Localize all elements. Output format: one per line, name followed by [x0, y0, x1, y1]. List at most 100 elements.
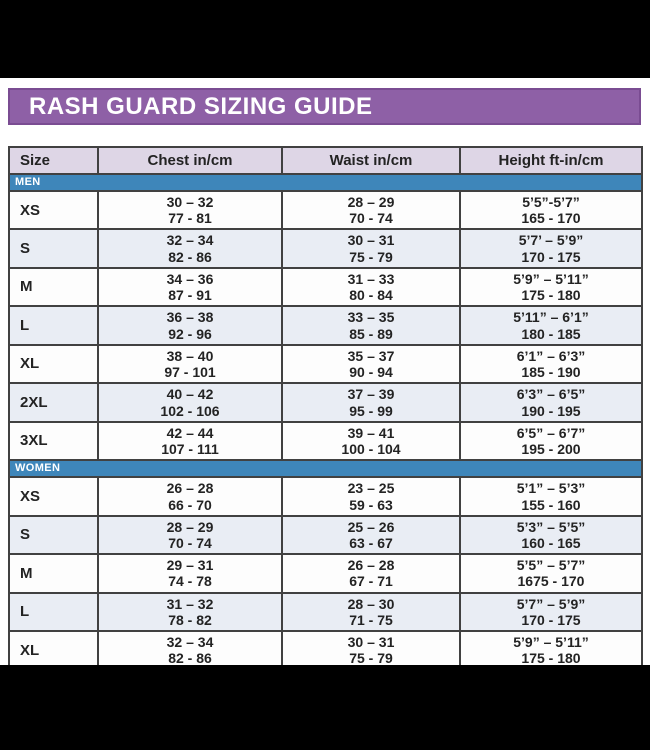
waist-cm: 85 - 89	[349, 325, 393, 342]
height-cell: 5’7’ – 5’9” 170 - 175	[459, 228, 643, 269]
chest-in: 29 – 31	[166, 557, 214, 574]
chest-cell: 42 – 44 107 - 111	[97, 420, 283, 462]
chest-cm: 107 - 111	[161, 441, 219, 458]
column-header-height: Height ft-in/cm	[459, 146, 643, 175]
height-ftin: 6’5” – 6’7”	[516, 424, 586, 441]
waist-cell: 37 – 39 95 - 99	[281, 382, 461, 423]
waist-cm: 67 - 71	[349, 573, 393, 590]
height-ftin: 5’11” – 6’1”	[513, 309, 589, 326]
height-cm: 195 - 200	[521, 441, 581, 458]
height-cm: 190 - 195	[521, 402, 581, 419]
height-cm: 1675 - 170	[517, 573, 585, 590]
chest-cell: 32 – 34 82 - 86	[97, 228, 283, 269]
height-cell: 6’1” – 6’3” 185 - 190	[459, 343, 643, 385]
waist-in: 26 – 28	[347, 557, 395, 574]
waist-cell: 30 – 31 75 - 79	[281, 630, 461, 671]
table-row: XS 26 – 28 66 - 70 23 – 25 59 - 63 5’1” – …	[8, 476, 643, 517]
waist-cm: 70 - 74	[349, 210, 393, 227]
waist-in: 39 – 41	[347, 424, 395, 441]
table-row: XL 32 – 34 82 - 86 30 – 31 75 - 79 5’9” – …	[8, 630, 643, 671]
chest-in: 40 – 42	[166, 386, 214, 403]
table-row: L 36 – 38 92 - 96 33 – 35 85 - 89 5’11” – …	[8, 305, 643, 346]
chest-in: 31 – 32	[166, 595, 214, 612]
chest-cm: 97 - 101	[164, 364, 216, 381]
size-cell: L	[8, 591, 99, 633]
table-row: S 32 – 34 82 - 86 30 – 31 75 - 79 5’7’ – 5…	[8, 228, 643, 269]
waist-cell: 39 – 41 100 - 104	[281, 420, 461, 462]
chest-in: 28 – 29	[166, 518, 214, 535]
height-cm: 185 - 190	[521, 364, 581, 381]
chest-cm: 78 - 82	[168, 611, 212, 628]
column-header-waist: Waist in/cm	[281, 146, 461, 175]
waist-cell: 33 – 35 85 - 89	[281, 305, 461, 346]
waist-in: 30 – 31	[347, 634, 395, 651]
chest-in: 30 – 32	[166, 194, 214, 210]
height-cell: 5’5” – 5’7” 1675 - 170	[459, 553, 643, 594]
waist-in: 23 – 25	[347, 480, 395, 497]
title-banner: RASH GUARD SIZING GUIDE	[8, 88, 641, 125]
table-row: M 29 – 31 74 - 78 26 – 28 67 - 71 5’5” – 5…	[8, 553, 643, 594]
waist-in: 37 – 39	[347, 386, 395, 403]
chest-cell: 34 – 36 87 - 91	[97, 266, 283, 308]
table-row: M 34 – 36 87 - 91 31 – 33 80 - 84 5’9” – 5…	[8, 266, 643, 308]
waist-in: 33 – 35	[347, 309, 395, 326]
chest-cm: 82 - 86	[168, 248, 212, 265]
section-bar-men: MEN	[8, 173, 643, 192]
chest-cell: 32 – 34 82 - 86	[97, 630, 283, 671]
table-row: XL 38 – 40 97 - 101 35 – 37 90 - 94 6’1” –…	[8, 343, 643, 385]
height-cm: 170 - 175	[521, 611, 581, 628]
size-cell: S	[8, 514, 99, 556]
chest-in: 32 – 34	[166, 232, 214, 249]
size-cell: XS	[8, 189, 99, 231]
table-row: L 31 – 32 78 - 82 28 – 30 71 - 75 5’7” – 5…	[8, 591, 643, 633]
waist-cell: 25 – 26 63 - 67	[281, 514, 461, 556]
height-cell: 5’5”-5’7” 165 - 170	[459, 189, 643, 231]
table-row: S 28 – 29 70 - 74 25 – 26 63 - 67 5’3” – 5…	[8, 514, 643, 556]
chest-cell: 31 – 32 78 - 82	[97, 591, 283, 633]
page-title: RASH GUARD SIZING GUIDE	[29, 92, 373, 120]
height-cell: 6’5” – 6’7” 195 - 200	[459, 420, 643, 462]
waist-cm: 75 - 79	[349, 650, 393, 667]
height-ftin: 6’3” – 6’5”	[516, 386, 586, 403]
table-row: XS 30 – 32 77 - 81 28 – 29 70 - 74 5’5”-5’…	[8, 189, 643, 231]
size-cell: M	[8, 553, 99, 594]
chest-cell: 30 – 32 77 - 81	[97, 189, 283, 231]
chest-in: 36 – 38	[166, 309, 214, 326]
height-cell: 5’9” – 5’11” 175 - 180	[459, 266, 643, 308]
chest-in: 26 – 28	[166, 480, 214, 497]
waist-cell: 28 – 30 71 - 75	[281, 591, 461, 633]
waist-in: 30 – 31	[347, 232, 395, 249]
chest-cell: 38 – 40 97 - 101	[97, 343, 283, 385]
waist-cm: 80 - 84	[349, 287, 393, 304]
chest-cell: 26 – 28 66 - 70	[97, 476, 283, 517]
waist-cell: 31 – 33 80 - 84	[281, 266, 461, 308]
height-ftin: 5’1” – 5’3”	[516, 480, 586, 497]
height-ftin: 5’3” – 5’5”	[516, 518, 586, 535]
chest-cm: 70 - 74	[168, 534, 212, 551]
waist-cell: 26 – 28 67 - 71	[281, 553, 461, 594]
waist-in: 25 – 26	[347, 518, 395, 535]
waist-cm: 100 - 104	[341, 441, 401, 458]
height-cm: 175 - 180	[521, 287, 581, 304]
table-row: 3XL 42 – 44 107 - 111 39 – 41 100 - 104 6’…	[8, 420, 643, 462]
waist-cm: 63 - 67	[349, 534, 393, 551]
height-ftin: 5’7” – 5’9”	[516, 595, 586, 612]
height-ftin: 5’7’ – 5’9”	[518, 232, 584, 249]
chest-cell: 29 – 31 74 - 78	[97, 553, 283, 594]
column-header-chest: Chest in/cm	[97, 146, 283, 175]
height-cell: 6’3” – 6’5” 190 - 195	[459, 382, 643, 423]
height-ftin: 5’5” – 5’7”	[516, 557, 586, 574]
waist-cell: 35 – 37 90 - 94	[281, 343, 461, 385]
letterbox-top-band	[0, 0, 650, 78]
waist-cm: 59 - 63	[349, 496, 393, 513]
chest-cell: 36 – 38 92 - 96	[97, 305, 283, 346]
chest-cm: 87 - 91	[168, 287, 212, 304]
chest-in: 34 – 36	[166, 270, 214, 287]
waist-cell: 28 – 29 70 - 74	[281, 189, 461, 231]
size-cell: 2XL	[8, 382, 99, 423]
chest-cm: 102 - 106	[160, 402, 220, 419]
chest-cm: 82 - 86	[168, 650, 212, 667]
chest-cm: 66 - 70	[168, 496, 212, 513]
height-ftin: 5’9” – 5’11”	[513, 634, 589, 651]
chest-cm: 92 - 96	[168, 325, 212, 342]
